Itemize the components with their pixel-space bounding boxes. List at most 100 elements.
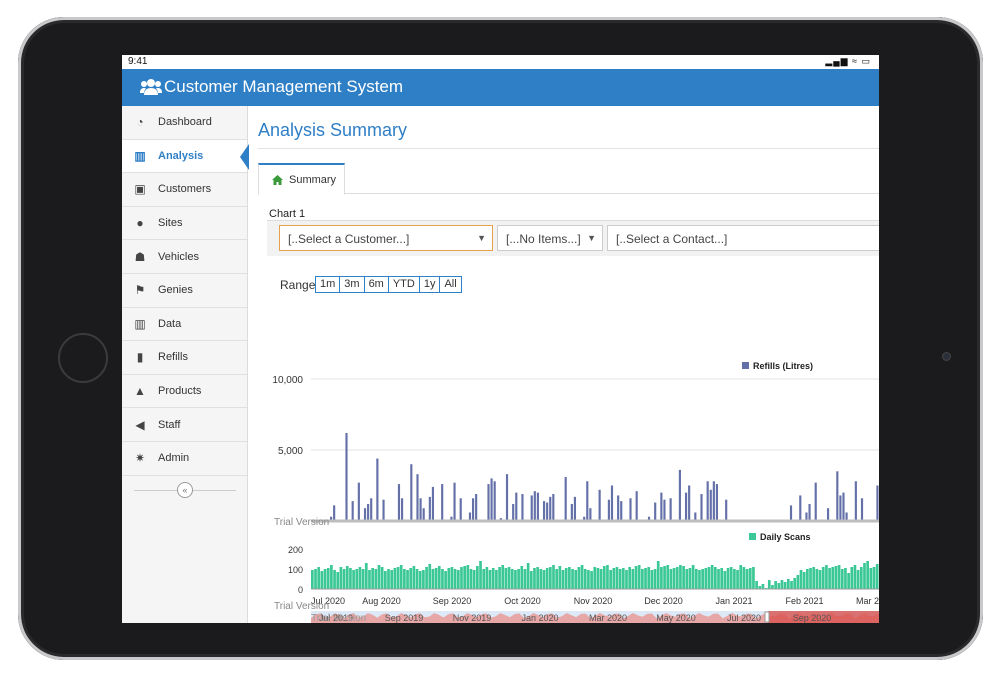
range-button-1y[interactable]: 1y xyxy=(419,276,441,293)
refills-bar xyxy=(876,485,879,521)
scans-bar xyxy=(780,580,784,589)
range-button-3m[interactable]: 3m xyxy=(340,276,365,293)
scans-bar xyxy=(501,565,505,589)
scans-bar xyxy=(574,570,578,589)
sidebar-item-label: Data xyxy=(158,317,182,330)
scans-bar xyxy=(361,569,365,589)
sidebar-item-analysis[interactable]: ▥ Analysis xyxy=(122,139,249,174)
scans-bar xyxy=(736,570,739,589)
navigator-tick-label: Sep 2019 xyxy=(385,613,424,623)
scans-bar xyxy=(352,570,355,589)
scans-bar xyxy=(745,569,749,589)
scans-bar xyxy=(859,567,863,589)
sidebar-item-sites[interactable]: ● Sites xyxy=(122,207,247,241)
navigator-tick-label: Jan 2020 xyxy=(521,613,558,623)
active-indicator xyxy=(240,143,249,170)
scans-bar xyxy=(504,568,508,589)
scans-bar xyxy=(323,569,327,589)
items-select[interactable]: [...No Items...] ▼ xyxy=(497,225,603,251)
sidebar-item-vehicles[interactable]: ☗ Vehicles xyxy=(122,240,247,274)
scans-bar xyxy=(593,567,597,589)
refills-bar xyxy=(805,512,808,521)
refills-bar xyxy=(842,492,845,521)
refills-bar xyxy=(533,491,536,521)
refills-bar xyxy=(357,482,360,521)
chart-label: Chart 1 xyxy=(269,208,306,220)
sidebar-item-products[interactable]: ▲ Products xyxy=(122,375,247,409)
legend-label-scans: Daily Scans xyxy=(760,532,811,542)
x-tick-label: Mar 2021 xyxy=(856,596,879,606)
navigator-series xyxy=(311,613,879,623)
refills-bar xyxy=(376,458,379,521)
main-content: Analysis Summary Summary Chart 1 [..Sele… xyxy=(249,106,879,623)
scans-bar xyxy=(675,567,679,589)
scans-bar xyxy=(333,570,336,589)
scans-bar xyxy=(698,570,701,589)
refills-bar xyxy=(542,501,546,521)
scans-bar xyxy=(371,568,374,589)
refills-bar xyxy=(453,482,456,521)
status-time: 9:41 xyxy=(128,56,148,67)
sidebar-item-refills[interactable]: ▮ Refills xyxy=(122,341,247,375)
navigator-tick-label: Jul 2020 xyxy=(727,613,761,623)
range-button-all[interactable]: All xyxy=(440,276,462,293)
scans-bar xyxy=(761,584,765,589)
refills-bar xyxy=(789,505,793,521)
navigator-tick-label: Nov 2019 xyxy=(453,613,492,623)
sidebar-item-data[interactable]: ▥ Data xyxy=(122,308,247,342)
sidebar-item-dashboard[interactable]: ◔ Dashboard xyxy=(122,106,247,140)
scans-bar xyxy=(786,579,790,589)
navigator-selected-range[interactable] xyxy=(768,611,879,623)
collapse-sidebar-button[interactable]: « xyxy=(177,482,193,498)
scans-bar xyxy=(330,565,333,589)
scans-bar xyxy=(577,567,581,589)
home-button[interactable] xyxy=(58,333,108,383)
refills-bar xyxy=(329,516,333,521)
refills-bar xyxy=(573,496,577,521)
refills-bar xyxy=(419,498,422,521)
range-button-1m[interactable]: 1m xyxy=(315,276,341,293)
scans-bar xyxy=(485,567,489,589)
refills-bar xyxy=(431,486,435,521)
refills-bar xyxy=(845,512,848,521)
front-camera xyxy=(942,352,951,361)
scans-bar xyxy=(555,569,559,589)
sidebar-item-admin[interactable]: ✷ Admin xyxy=(122,442,247,476)
refills-bar xyxy=(363,508,367,521)
scans-bar xyxy=(634,566,638,589)
customer-select[interactable]: [..Select a Customer...] ▼ xyxy=(279,225,493,251)
sidebar-item-label: Sites xyxy=(158,217,183,230)
refills-bar xyxy=(654,502,657,521)
x-tick-label: Aug 2020 xyxy=(362,596,401,606)
scans-bar xyxy=(491,568,495,589)
refills-bar xyxy=(530,495,533,521)
sidebar-item-staff[interactable]: ◀ Staff xyxy=(122,408,247,442)
refills-bar xyxy=(428,496,431,521)
scans-bar xyxy=(701,569,704,589)
scans-bar xyxy=(758,586,762,589)
tab-summary[interactable]: Summary xyxy=(258,163,345,195)
scans-bar xyxy=(472,570,476,589)
scans-bar xyxy=(434,568,438,589)
scans-bar xyxy=(653,569,657,589)
scans-bar xyxy=(685,569,689,589)
range-selector: 1m 3m 6m YTD 1y All xyxy=(315,276,462,293)
navigator-handle[interactable] xyxy=(764,611,770,623)
scans-bar xyxy=(606,565,609,589)
globe-icon: ● xyxy=(136,216,144,231)
sidebar-item-label: Analysis xyxy=(158,149,204,162)
sidebar-item-customers[interactable]: ▣ Customers xyxy=(122,173,247,207)
tablet-screen: 9:41 ▂▄▆ ≈ ▭ Customer Management System … xyxy=(122,55,879,623)
divider xyxy=(258,148,879,149)
navigator-tick-label: Sep 2020 xyxy=(793,613,832,623)
contact-select[interactable]: [..Select a Contact...] xyxy=(607,225,879,251)
x-tick-label: Feb 2021 xyxy=(785,596,823,606)
refills-bar xyxy=(715,484,719,521)
sidebar-item-genies[interactable]: ⚑ Genies xyxy=(122,274,247,308)
scans-bar xyxy=(821,567,825,589)
app-header: Customer Management System xyxy=(122,69,879,106)
range-button-ytd[interactable]: YTD xyxy=(388,276,420,293)
range-button-6m[interactable]: 6m xyxy=(364,276,389,293)
scans-bar xyxy=(694,569,698,589)
scans-bar xyxy=(406,570,409,589)
